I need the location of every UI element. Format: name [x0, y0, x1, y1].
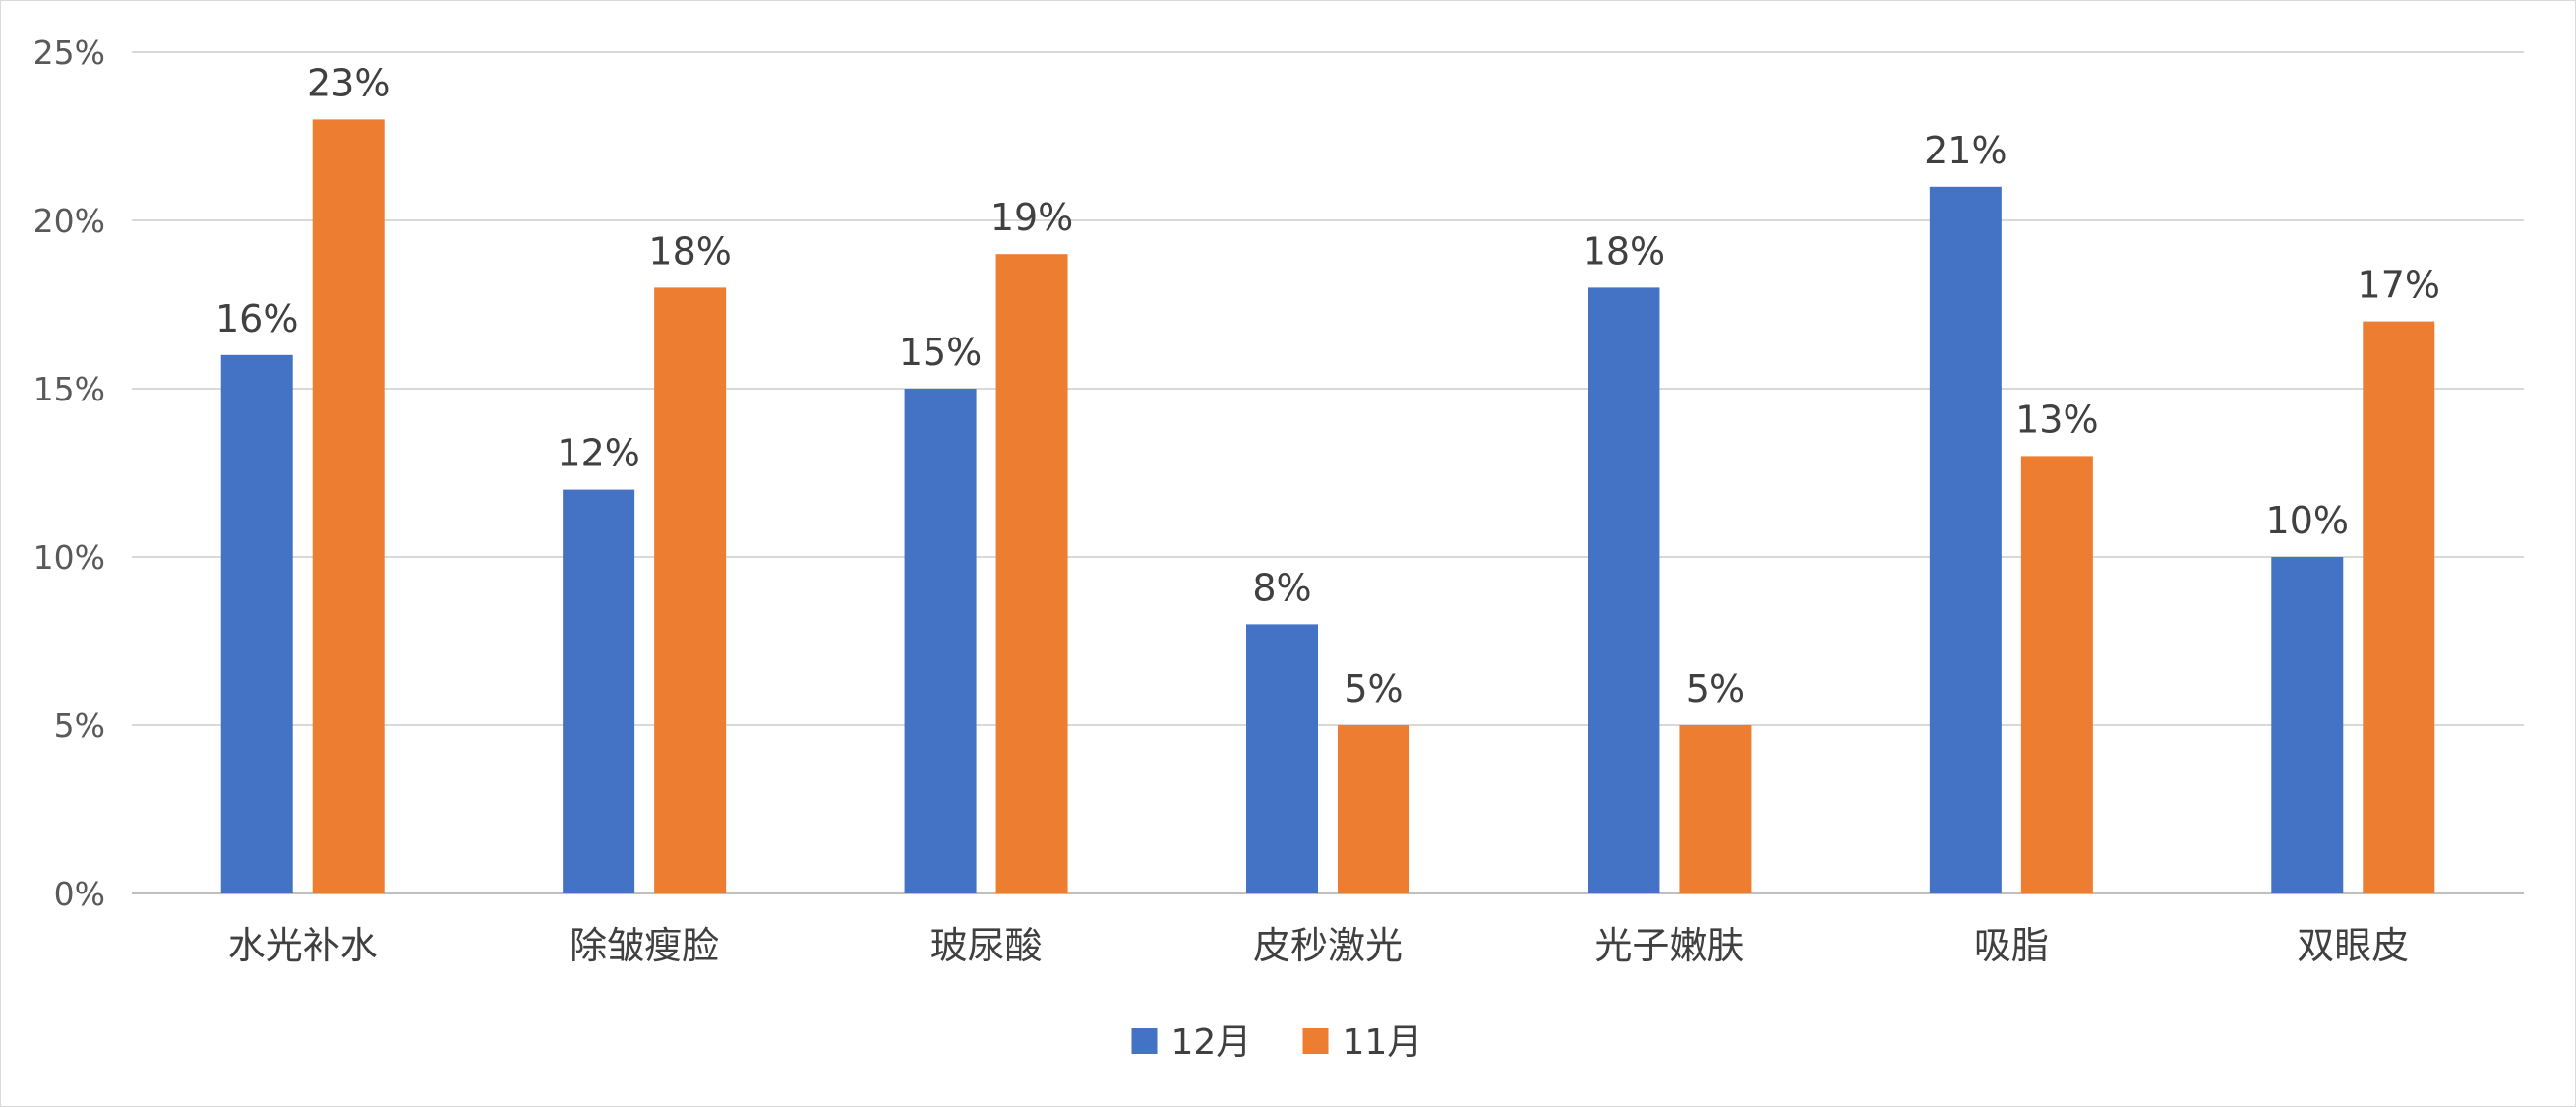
- x-category-label: 吸脂: [1974, 924, 2049, 967]
- x-category-label: 皮秒激光: [1253, 924, 1403, 967]
- data-label: 21%: [1924, 129, 2007, 172]
- y-tick-label: 10%: [33, 538, 105, 577]
- gridlines: [132, 51, 2524, 894]
- legend: 12月 11月: [1131, 1022, 1423, 1063]
- bar: [654, 287, 727, 893]
- bar: [1929, 186, 2002, 894]
- data-label: 12%: [557, 432, 639, 475]
- bar: [2363, 321, 2435, 894]
- bar: [2020, 456, 2093, 893]
- x-category-label: 光子嫩肤: [1594, 924, 1744, 967]
- bar: [312, 119, 385, 893]
- x-axis-categories: 水光补水 除皱瘦脸 玻尿酸 皮秒激光 光子嫩肤 吸脂 双眼皮: [228, 924, 2410, 967]
- bar: [1338, 725, 1409, 893]
- data-label: 10%: [2266, 499, 2349, 542]
- legend-label: 11月: [1343, 1022, 1423, 1063]
- legend-label: 12月: [1171, 1022, 1252, 1063]
- y-tick-label: 0%: [54, 875, 105, 913]
- x-category-label: 水光补水: [228, 924, 378, 967]
- x-category-label: 双眼皮: [2297, 924, 2409, 967]
- data-label: 19%: [990, 196, 1073, 239]
- data-label: 16%: [215, 297, 298, 340]
- data-label: 8%: [1252, 566, 1311, 609]
- bar: [220, 354, 293, 893]
- data-label: 18%: [648, 229, 731, 273]
- legend-swatch: [1302, 1028, 1329, 1054]
- y-tick-label: 15%: [33, 370, 105, 408]
- data-label: 5%: [1344, 667, 1403, 710]
- x-category-label: 除皱瘦脸: [569, 924, 719, 967]
- data-label: 23%: [307, 61, 389, 104]
- bar: [563, 489, 635, 893]
- x-category-label: 玻尿酸: [930, 924, 1043, 967]
- data-label: 18%: [1583, 229, 1665, 273]
- data-label: 5%: [1686, 667, 1745, 710]
- bar: [2271, 557, 2344, 893]
- bar: [904, 389, 977, 893]
- y-tick-label: 5%: [54, 707, 105, 745]
- y-tick-label: 20%: [33, 202, 105, 240]
- bars: [220, 119, 2435, 894]
- data-label: 15%: [899, 331, 982, 374]
- bar: [995, 254, 1068, 893]
- y-axis-ticks: 0% 5% 10% 15% 20% 25%: [33, 33, 105, 913]
- legend-swatch: [1131, 1028, 1158, 1054]
- data-label: 17%: [2358, 264, 2440, 307]
- data-labels: 16% 23% 12% 18% 15% 19% 8% 5% 18% 5% 21% 13% 10% 17%: [215, 61, 2440, 710]
- bar: [1588, 287, 1660, 893]
- bar: [1679, 725, 1752, 893]
- bar: [1246, 624, 1318, 893]
- data-label: 13%: [2015, 398, 2098, 441]
- y-tick-label: 25%: [33, 33, 105, 72]
